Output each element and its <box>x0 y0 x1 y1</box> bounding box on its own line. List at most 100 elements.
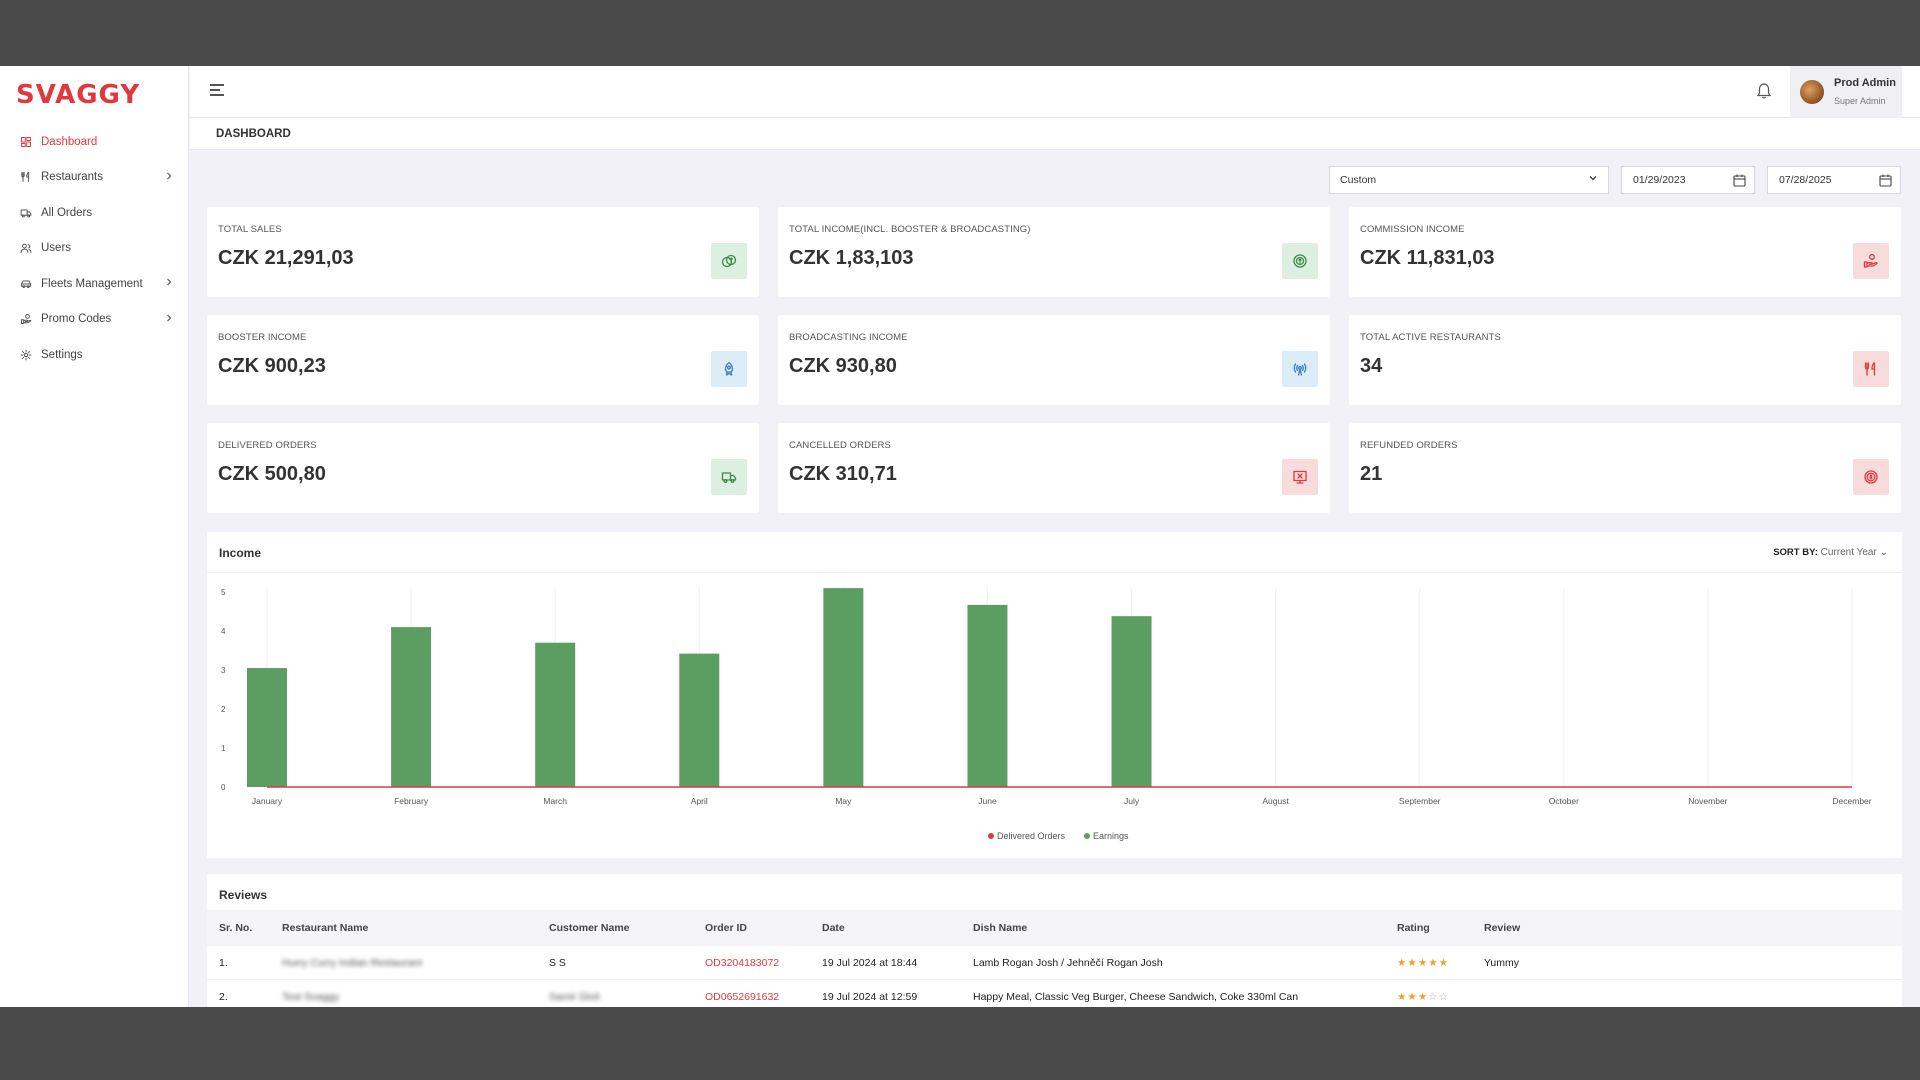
x-tick-label: July <box>1124 796 1140 806</box>
legend-marker-delivered-orders <box>988 833 994 839</box>
x-tick-label: September <box>1399 796 1441 806</box>
order-id-link[interactable]: OD0652691632 <box>705 991 780 1003</box>
stat-card-broadcasting-income: BROADCASTING INCOME CZK 930,80 <box>778 315 1330 405</box>
cell-restaurant-name: Hurry Curry Indian Restaurant <box>282 957 423 969</box>
divider <box>207 572 1902 573</box>
chevron-right-icon <box>165 314 173 325</box>
bar-march <box>535 642 576 787</box>
sidebar-item-settings[interactable]: Settings <box>0 337 189 373</box>
page-title: DASHBOARD <box>216 128 291 140</box>
y-tick-label: 2 <box>221 705 226 714</box>
table-row[interactable]: 2. Test Svaggy Samir Dixit OD0652691632 19 J… <box>207 980 1902 1007</box>
x-tick-label: January <box>252 796 283 806</box>
sidebar-item-promo-codes[interactable]: Promo Codes <box>0 302 189 338</box>
stat-label: DELIVERED ORDERS <box>218 440 317 451</box>
brand-logo[interactable]: SVAGGY <box>16 80 141 110</box>
stat-label: TOTAL ACTIVE RESTAURANTS <box>1360 332 1501 343</box>
chevron-right-icon <box>165 172 173 183</box>
cell-sr-no: 2. <box>219 991 228 1003</box>
stat-card-booster-income: BOOSTER INCOME CZK 900,23 <box>207 315 759 405</box>
calendar-icon[interactable] <box>1879 174 1892 187</box>
calendar-icon[interactable] <box>1733 174 1746 187</box>
star-rating: ★★★☆☆ <box>1397 991 1450 1003</box>
x-tick-label: October <box>1549 796 1579 806</box>
stat-card-refunded-orders: REFUNDED ORDERS 21 <box>1349 423 1901 513</box>
avatar <box>1800 80 1824 104</box>
y-tick-label: 3 <box>221 666 226 675</box>
end-date-value: 07/28/2025 <box>1779 174 1832 186</box>
gear-icon <box>19 348 32 361</box>
user-profile-menu[interactable]: Prod Admin Super Admin <box>1790 66 1902 118</box>
x-tick-label: November <box>1688 796 1727 806</box>
sidebar-item-fleets-management[interactable]: Fleets Management <box>0 266 189 302</box>
stat-value: CZK 11,831,03 <box>1360 247 1495 269</box>
bar-april <box>679 653 720 787</box>
column-header: Review <box>1484 922 1521 934</box>
table-row[interactable]: 1. Hurry Curry Indian Restaurant S S OD3204… <box>207 946 1902 980</box>
sidebar-item-users[interactable]: Users <box>0 231 189 267</box>
sidebar-item-restaurants[interactable]: Restaurants <box>0 160 189 196</box>
legend-label-delivered-orders: Delivered Orders <box>997 831 1066 841</box>
bell-icon[interactable] <box>1756 82 1772 100</box>
order-id-link[interactable]: OD3204183072 <box>705 957 780 969</box>
hand-coins-icon <box>1853 243 1889 279</box>
delivery-truck-icon <box>711 459 747 495</box>
start-date-input[interactable]: 01/29/2023 <box>1621 166 1755 194</box>
chevron-down-icon <box>1588 173 1598 186</box>
top-header: Prod Admin Super Admin <box>190 66 1920 118</box>
end-date-input[interactable]: 07/28/2025 <box>1767 166 1901 194</box>
sidebar-item-label: Dashboard <box>41 135 98 148</box>
letterbox-bottom <box>0 1007 1920 1080</box>
stat-label: COMMISSION INCOME <box>1360 224 1465 235</box>
sidebar-item-label: Promo Codes <box>41 313 112 326</box>
y-tick-label: 0 <box>221 783 226 792</box>
user-role: Super Admin <box>1834 96 1886 106</box>
letterbox-top <box>0 0 1920 66</box>
cell-customer-name: Samir Dixit <box>549 991 600 1003</box>
sidebar: SVAGGY Dashboard Restaurants All Orders Use… <box>0 66 189 1007</box>
page-header: DASHBOARD <box>190 118 1920 150</box>
stat-card-total-active-restaurants: TOTAL ACTIVE RESTAURANTS 34 <box>1349 315 1901 405</box>
sort-by-label: SORT BY: <box>1773 547 1818 558</box>
y-tick-label: 5 <box>221 588 226 597</box>
rocket-icon <box>711 351 747 387</box>
sort-by-dropdown[interactable]: SORT BY: Current Year ⌄ <box>1773 547 1888 558</box>
coins-icon <box>711 243 747 279</box>
cancel-order-icon <box>1282 459 1318 495</box>
bar-june <box>967 604 1008 787</box>
utensils-icon <box>19 171 32 184</box>
x-tick-label: August <box>1262 796 1289 806</box>
cell-date: 19 Jul 2024 at 18:44 <box>822 957 918 969</box>
stat-label: BOOSTER INCOME <box>218 332 307 343</box>
x-tick-label: February <box>394 796 429 806</box>
sidebar-item-dashboard[interactable]: Dashboard <box>0 124 189 160</box>
bar-february <box>391 627 432 787</box>
date-range-select[interactable]: Custom <box>1329 166 1609 194</box>
stat-value: CZK 500,80 <box>218 463 326 485</box>
cell-customer-name: S S <box>549 957 566 969</box>
column-header: Sr. No. <box>219 922 253 934</box>
chevron-right-icon <box>165 278 173 289</box>
dashboard-icon <box>19 135 32 148</box>
start-date-value: 01/29/2023 <box>1633 174 1686 186</box>
stat-label: CANCELLED ORDERS <box>789 440 891 451</box>
stat-label: REFUNDED ORDERS <box>1360 440 1458 451</box>
sidebar-item-label: All Orders <box>41 206 93 219</box>
money-icon <box>1282 243 1318 279</box>
column-header: Rating <box>1397 922 1430 934</box>
column-header: Order ID <box>705 922 748 934</box>
sidebar-item-all-orders[interactable]: All Orders <box>0 195 189 231</box>
utensils-icon <box>1853 351 1889 387</box>
column-header: Dish Name <box>973 922 1028 934</box>
stat-card-cancelled-orders: CANCELLED ORDERS CZK 310,71 <box>778 423 1330 513</box>
stat-value: 21 <box>1360 463 1383 485</box>
cell-dish-name: Happy Meal, Classic Veg Burger, Cheese S… <box>973 991 1299 1003</box>
cell-restaurant-name: Test Svaggy <box>282 991 340 1003</box>
cell-sr-no: 1. <box>219 957 228 969</box>
reviews-table-header: Sr. No. Restaurant Name Customer Name Order… <box>207 910 1902 946</box>
sidebar-item-label: Settings <box>41 348 83 361</box>
menu-toggle-icon[interactable] <box>210 84 226 98</box>
income-chart: 0 1 2 3 4 5 January February March April May June Ju… <box>221 587 1872 841</box>
bar-january <box>247 668 287 787</box>
stat-card-total-income-incl-booster-broadcasting: TOTAL INCOME(INCL. BOOSTER & BROADCASTIN… <box>778 207 1330 297</box>
